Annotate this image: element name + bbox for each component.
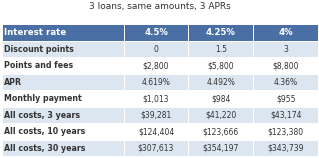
Bar xyxy=(253,90,318,107)
Bar xyxy=(123,58,189,74)
Bar xyxy=(253,123,318,140)
Bar xyxy=(189,74,253,90)
Text: $354,197: $354,197 xyxy=(203,144,239,153)
Text: $984: $984 xyxy=(211,94,231,103)
Text: Discount points: Discount points xyxy=(4,45,74,54)
Bar xyxy=(2,140,123,156)
Text: $123,666: $123,666 xyxy=(203,127,239,136)
Bar xyxy=(189,41,253,58)
Text: 4.619%: 4.619% xyxy=(142,78,170,87)
Bar xyxy=(253,140,318,156)
Bar xyxy=(189,24,253,41)
Bar xyxy=(2,24,123,41)
Text: $343,739: $343,739 xyxy=(268,144,304,153)
Text: $39,281: $39,281 xyxy=(140,111,172,120)
Text: $955: $955 xyxy=(276,94,296,103)
Bar xyxy=(189,140,253,156)
Text: $8,800: $8,800 xyxy=(273,61,299,70)
Text: 4.36%: 4.36% xyxy=(274,78,298,87)
Text: All costs, 3 years: All costs, 3 years xyxy=(4,111,80,120)
Text: 4.25%: 4.25% xyxy=(206,28,236,37)
Bar xyxy=(123,123,189,140)
Text: $5,800: $5,800 xyxy=(208,61,234,70)
Bar xyxy=(123,24,189,41)
Bar xyxy=(123,74,189,90)
Bar xyxy=(2,123,123,140)
Text: $123,380: $123,380 xyxy=(268,127,304,136)
Bar xyxy=(189,90,253,107)
Bar xyxy=(253,107,318,123)
Text: $124,404: $124,404 xyxy=(138,127,174,136)
Bar xyxy=(189,58,253,74)
Bar xyxy=(2,107,123,123)
Bar xyxy=(123,140,189,156)
Text: $43,174: $43,174 xyxy=(270,111,302,120)
Text: Interest rate: Interest rate xyxy=(4,28,66,37)
Text: Points and fees: Points and fees xyxy=(4,61,73,70)
Bar xyxy=(189,123,253,140)
Text: $2,800: $2,800 xyxy=(143,61,169,70)
Text: $41,220: $41,220 xyxy=(205,111,237,120)
Text: All costs, 30 years: All costs, 30 years xyxy=(4,144,85,153)
Bar xyxy=(2,58,123,74)
Bar xyxy=(253,41,318,58)
Text: 3 loans, same amounts, 3 APRs: 3 loans, same amounts, 3 APRs xyxy=(89,2,230,11)
Text: 1.5: 1.5 xyxy=(215,45,227,54)
Text: $1,013: $1,013 xyxy=(143,94,169,103)
Text: 4.492%: 4.492% xyxy=(206,78,235,87)
Text: All costs, 10 years: All costs, 10 years xyxy=(4,127,85,136)
Bar xyxy=(253,74,318,90)
Text: APR: APR xyxy=(4,78,22,87)
Bar xyxy=(253,24,318,41)
Bar xyxy=(2,74,123,90)
Text: 4%: 4% xyxy=(278,28,293,37)
Bar xyxy=(2,41,123,58)
Bar xyxy=(123,90,189,107)
Bar xyxy=(123,41,189,58)
Bar xyxy=(2,90,123,107)
Bar xyxy=(189,107,253,123)
Text: $307,613: $307,613 xyxy=(138,144,174,153)
Bar xyxy=(253,58,318,74)
Text: 0: 0 xyxy=(153,45,159,54)
Text: Monthly payment: Monthly payment xyxy=(4,94,82,103)
Bar xyxy=(123,107,189,123)
Text: 3: 3 xyxy=(284,45,288,54)
Text: 4.5%: 4.5% xyxy=(144,28,168,37)
